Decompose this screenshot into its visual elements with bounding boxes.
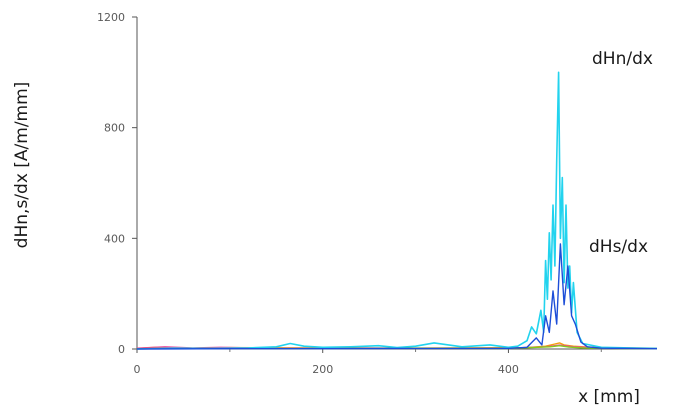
x-tick-label-0: 0: [134, 363, 141, 376]
axes: [136, 17, 657, 350]
series-group: [136, 71, 658, 350]
series-line-dhs-dx: [136, 243, 658, 350]
y-tick-label-0: 0: [118, 343, 125, 356]
annotation-dhn-dx: dHn/dx: [592, 49, 653, 69]
series-line-dhn-dx: [136, 71, 658, 350]
y-axis-title: dHn,s/dx [A/m/mm]: [12, 82, 32, 249]
y-tick-label-400: 400: [104, 232, 125, 245]
x-axis-title: x [mm]: [578, 387, 640, 407]
x-tick-label-400: 400: [498, 363, 519, 376]
ticks: 0 400 800 1200 0 200 400: [97, 11, 602, 376]
y-tick-label-800: 800: [104, 122, 125, 135]
y-tick-label-1200: 1200: [97, 11, 125, 24]
annotation-dhs-dx: dHs/dx: [589, 237, 648, 257]
x-tick-label-200: 200: [312, 363, 333, 376]
